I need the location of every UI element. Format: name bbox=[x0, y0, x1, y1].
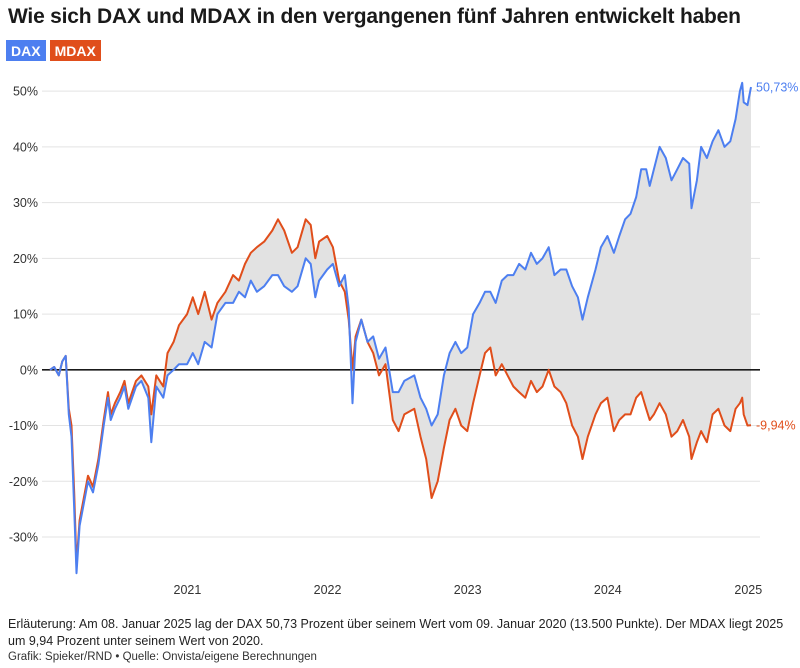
end-label-mdax: -9,94% bbox=[756, 419, 796, 433]
y-tick-label: -10% bbox=[9, 419, 38, 433]
y-tick-label: 10% bbox=[13, 308, 38, 322]
x-tick-label: 2025 bbox=[734, 583, 762, 597]
chart-title: Wie sich DAX und MDAX in den vergangenen… bbox=[8, 5, 741, 28]
series-line-mdax bbox=[49, 218, 752, 566]
source-credit: Grafik: Spieker/RND • Quelle: Onvista/ei… bbox=[8, 651, 317, 663]
y-tick-label: 50% bbox=[13, 85, 38, 99]
y-tick-label: 30% bbox=[13, 196, 38, 210]
legend: DAX MDAX bbox=[6, 40, 101, 61]
y-tick-label: 20% bbox=[13, 252, 38, 266]
y-tick-label: -30% bbox=[9, 530, 38, 544]
difference-area bbox=[50, 82, 751, 574]
x-tick-label: 2021 bbox=[174, 583, 202, 597]
end-label-dax: 50,73% bbox=[756, 81, 798, 95]
legend-item-dax: DAX bbox=[6, 40, 46, 61]
y-tick-label: 40% bbox=[13, 140, 38, 154]
x-tick-label: 2022 bbox=[314, 583, 342, 597]
x-tick-label: 2023 bbox=[454, 583, 482, 597]
y-tick-label: 0% bbox=[20, 363, 38, 377]
y-tick-label: -20% bbox=[9, 475, 38, 489]
x-tick-label: 2024 bbox=[594, 583, 622, 597]
explanation-note: Erläuterung: Am 08. Januar 2025 lag der … bbox=[8, 617, 784, 648]
series-line-dax bbox=[49, 81, 752, 575]
line-chart: 50% 40% 30% 20% 10% 0% -10% -20% -30% 2021 2022 202… bbox=[9, 81, 799, 597]
legend-item-mdax: MDAX bbox=[49, 40, 101, 61]
